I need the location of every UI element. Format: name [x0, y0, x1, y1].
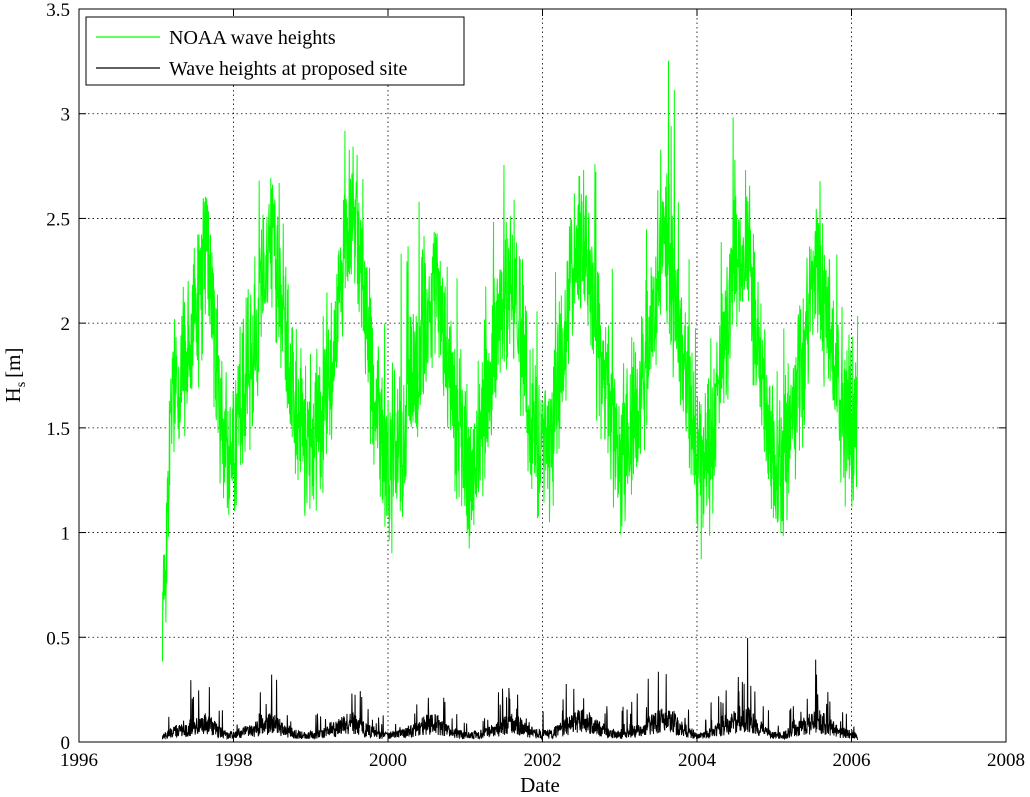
y-axis-title-subscript: s [14, 382, 29, 387]
series-line-site [161, 637, 859, 741]
legend-box [85, 16, 465, 86]
y-tick-label: 0.5 [46, 628, 70, 649]
y-tick-label: 2 [61, 314, 71, 335]
x-tick-label: 2006 [833, 750, 871, 771]
x-tick-label: 1996 [60, 750, 98, 771]
legend: NOAA wave heights Wave heights at propos… [85, 16, 465, 86]
x-tick-label: 2004 [678, 750, 717, 771]
y-axis-title: Hs [m] [1, 348, 29, 403]
y-tick-label: 3 [61, 105, 71, 126]
x-axis-title: Date [520, 773, 560, 797]
y-tick-label: 3.5 [46, 0, 70, 21]
y-tick-label: 2.5 [46, 209, 70, 230]
x-tick-label: 2008 [987, 750, 1025, 771]
series-layer [161, 60, 859, 741]
y-tick-label: 1 [61, 524, 71, 545]
y-tick-label: 0 [61, 733, 71, 754]
x-tick-label: 1998 [215, 750, 253, 771]
x-tick-label: 2000 [369, 750, 407, 771]
legend-label-noaa: NOAA wave heights [169, 27, 336, 49]
y-tick-label: 1.5 [46, 419, 70, 440]
y-axis-title-symbol: H [1, 387, 25, 402]
axis-ticks: 1996 1998 2000 2002 2004 2006 2008 0 0.5 1 1.5 2 2.5… [46, 0, 1025, 771]
legend-label-site: Wave heights at proposed site [169, 58, 407, 80]
x-tick-label: 2002 [524, 750, 562, 771]
series-line-noaa [161, 60, 859, 662]
y-axis-title-unit: [m] [1, 348, 25, 378]
